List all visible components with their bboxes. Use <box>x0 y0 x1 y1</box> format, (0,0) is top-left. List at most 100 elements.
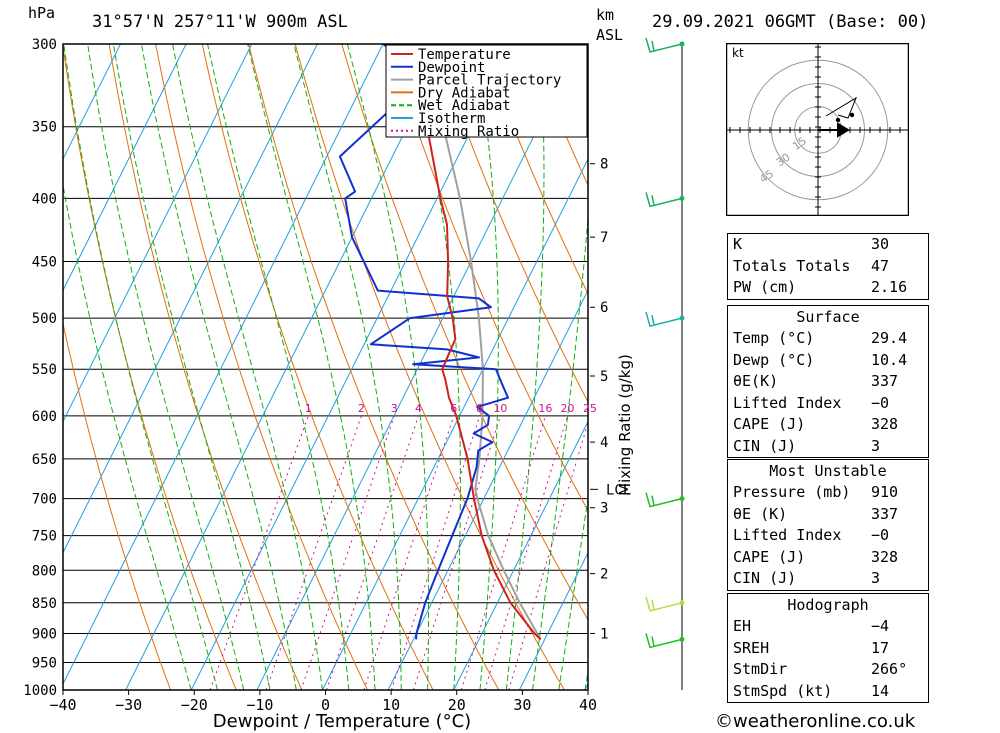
location-title: 31°57'N 257°11'W 900m ASL <box>92 12 348 32</box>
km-unit-label: km <box>596 6 615 24</box>
mixing-ratio-label: 8 <box>476 402 483 415</box>
mixing-ratio-line <box>209 415 309 690</box>
index-row: StmDir 266° <box>728 659 928 681</box>
index-value: −0 <box>871 526 890 544</box>
index-value: 328 <box>871 415 899 433</box>
index-row: Lifted Index −0 <box>728 393 928 415</box>
wet-adiabat-line <box>347 44 429 690</box>
index-value: 337 <box>871 504 899 523</box>
index-row: CIN (J) 3 <box>728 568 928 590</box>
index-value: 2.16 <box>871 278 908 296</box>
wet-adiabat-line <box>473 44 499 690</box>
isotherm-line <box>453 420 588 690</box>
index-label: Pressure (mb) <box>733 483 851 501</box>
km-tick-label: 6 <box>600 300 608 316</box>
pressure-tick-label: 500 <box>32 311 57 327</box>
isotherm-line <box>518 551 588 690</box>
temp-tick-label: 10 <box>382 696 400 714</box>
pressure-tick-label: 450 <box>32 255 57 271</box>
mixing-ratio-line <box>300 415 395 690</box>
temp-tick-label: −40 <box>49 696 76 714</box>
dry-adiabat-line <box>248 44 500 690</box>
wind-barb <box>645 192 683 208</box>
temp-tick-label: 30 <box>513 696 531 714</box>
temp-tick-label: −20 <box>181 696 208 714</box>
index-value: 3 <box>871 569 881 587</box>
km-tick-label: 2 <box>600 567 608 583</box>
dry-adiabat-line <box>387 44 588 512</box>
plot-frame <box>62 43 589 691</box>
pressure-tick-label: 550 <box>32 362 57 378</box>
wind-barb <box>645 37 683 53</box>
isotherm-line <box>63 44 121 161</box>
wet-adiabat-line <box>63 44 218 690</box>
temp-tick-label: 0 <box>321 696 330 714</box>
pressure-tick-label: 650 <box>32 452 57 468</box>
mixing-ratio-line <box>326 415 419 690</box>
index-row: SREH 17 <box>728 638 928 660</box>
index-value: 14 <box>871 681 890 700</box>
index-value: 29.4 <box>871 329 908 347</box>
pressure-tick-label: 350 <box>32 120 57 136</box>
dry-adiabat-line <box>947 44 1000 690</box>
wet-adiabat-line <box>172 44 323 690</box>
index-value: −0 <box>871 393 890 412</box>
hpa-unit-label: hPa <box>28 4 56 22</box>
mixing-ratio-line <box>363 415 455 690</box>
km-tick-label: 4 <box>600 435 608 451</box>
dry-adiabat-line <box>480 44 588 295</box>
isotherm-line <box>256 44 581 690</box>
mixing-ratio-line <box>460 415 546 690</box>
index-value: 3 <box>871 436 881 455</box>
index-label: θE (K) <box>733 504 788 523</box>
wet-adiabat-line <box>140 44 297 690</box>
index-row: Lifted Index −0 <box>728 525 928 547</box>
dewpoint-line <box>338 44 509 640</box>
index-label: Dewp (°C) <box>733 350 815 369</box>
wet-adiabat-line <box>112 44 271 690</box>
temp-tick-label: −10 <box>246 696 273 714</box>
index-label: CIN (J) <box>733 569 797 587</box>
km-tick-label: 8 <box>600 157 608 173</box>
index-label: StmDir <box>733 660 788 678</box>
wind-barb <box>645 633 683 649</box>
legend-label: Mixing Ratio <box>418 124 519 140</box>
pressure-tick-label: 950 <box>32 655 57 671</box>
hodograph-point <box>835 117 841 123</box>
wet-adiabat-line <box>207 44 350 690</box>
mixing-ratio-label: 1 <box>305 402 312 415</box>
legend-label: Parcel Trajectory <box>418 73 561 89</box>
km-tick-label: 7 <box>600 230 608 246</box>
wet-adiabat-line <box>63 182 192 690</box>
indices-most-unstable-table: Most Unstable Pressure (mb) 910 θE (K) 337 Li… <box>727 459 929 591</box>
mixing-ratio-axis-label: Mixing Ratio (g/kg) <box>616 354 634 496</box>
indices-hodograph-table: Hodograph EH −4 SREH 17 StmDir 266° StmSpd (kt)… <box>727 593 929 703</box>
index-value: 337 <box>871 372 899 390</box>
index-value: 17 <box>871 638 890 657</box>
pressure-tick-label: 850 <box>32 596 57 612</box>
dry-adiabat-line <box>63 321 172 690</box>
wet-adiabat-line <box>584 669 588 690</box>
index-row: Pressure (mb) 910 <box>728 482 928 504</box>
hodograph-trace <box>825 96 858 119</box>
credit-text: ©weatheronline.co.uk <box>715 711 916 732</box>
section-title: Most Unstable <box>769 462 887 480</box>
x-axis-label: Dewpoint / Temperature (°C) <box>213 711 471 732</box>
isotherm-line <box>387 289 588 690</box>
storm-motion-arrow <box>818 122 850 138</box>
index-label: CIN (J) <box>733 436 797 455</box>
legend-label: Dewpoint <box>418 60 485 76</box>
indices-surface-table: Surface Temp (°C) 29.4 Dewp (°C) 10.4 θE(K) 33… <box>727 305 929 458</box>
legend-label: Isotherm <box>418 111 485 127</box>
dry-adiabat-line <box>341 44 588 621</box>
temperature-line <box>414 44 542 641</box>
hodograph-point <box>849 112 855 118</box>
index-label: Lifted Index <box>733 393 842 412</box>
mixing-ratio-label: 4 <box>415 402 422 415</box>
mixing-ratio-label: 20 <box>560 402 574 415</box>
legend-label: Temperature <box>418 47 511 63</box>
index-value: 30 <box>871 235 890 253</box>
